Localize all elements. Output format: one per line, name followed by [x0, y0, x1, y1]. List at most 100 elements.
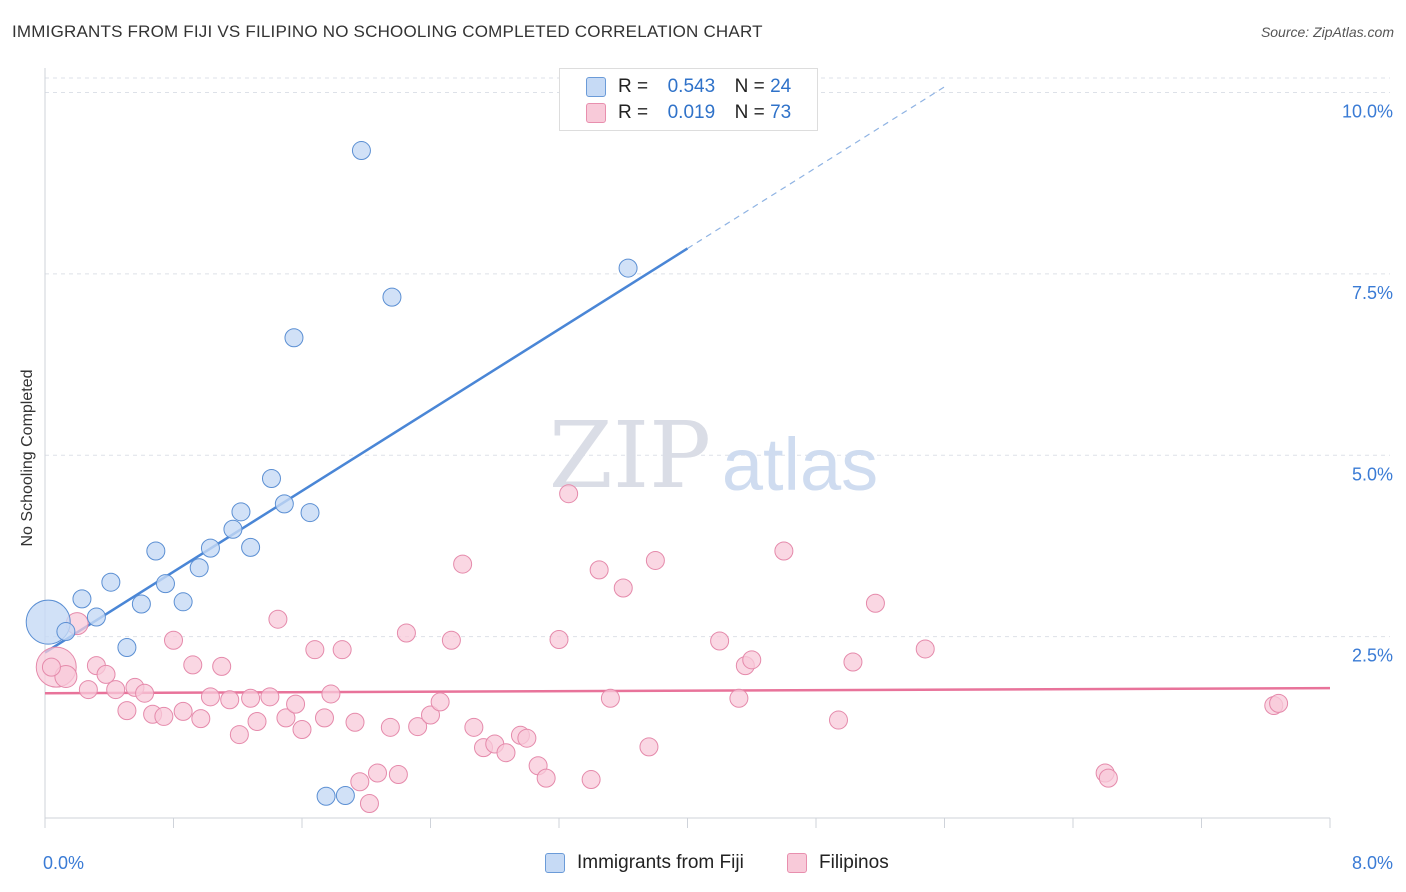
fiji-legend-label: Immigrants from Fiji: [577, 852, 744, 873]
filipino-legend-label: Filipinos: [819, 852, 889, 873]
fiji-point: [173, 592, 193, 612]
fiji-point: [72, 589, 92, 609]
filipino-point: [536, 768, 556, 788]
legend-item-fiji[interactable]: Immigrants from Fiji: [545, 852, 744, 874]
fiji-point: [284, 328, 304, 348]
fiji-trend-line: [44, 247, 689, 654]
filipino-point: [613, 578, 633, 598]
trend-lines: [44, 86, 1331, 695]
fiji-point: [223, 519, 243, 539]
series-legend: Immigrants from Fiji Filipinos: [0, 852, 1406, 878]
fiji-r-label: R =: [618, 76, 649, 97]
filipino-point: [774, 541, 794, 561]
fiji-point: [56, 622, 76, 642]
chart-title: IMMIGRANTS FROM FIJI VS FILIPINO NO SCHO…: [12, 22, 763, 41]
fiji-point: [618, 258, 638, 278]
filipino-point: [559, 484, 579, 504]
filipino-point: [305, 640, 325, 660]
filipino-point: [742, 650, 762, 670]
filipino-point: [191, 709, 211, 729]
fiji-point: [300, 503, 320, 523]
fiji-point: [189, 558, 209, 578]
filipino-point: [229, 725, 249, 745]
fiji-legend-swatch: [545, 853, 565, 873]
fiji-point: [382, 287, 402, 307]
fiji-n-value: 24: [770, 76, 792, 97]
fiji-point: [200, 538, 220, 558]
filipino-point: [350, 772, 370, 792]
legend-row-fiji: R = 0.543 N = 24: [586, 75, 791, 99]
fiji-point: [241, 537, 261, 557]
filipino-point: [915, 639, 935, 659]
filipino-point: [173, 701, 193, 721]
fiji-n-label: N =: [734, 76, 765, 97]
filipino-point: [276, 708, 296, 728]
data-points: [25, 141, 1289, 813]
filipino-r-value: 0.019: [667, 102, 716, 123]
fiji-point: [117, 638, 137, 658]
filipino-point: [314, 708, 334, 728]
fiji-point: [86, 607, 106, 627]
filipino-point: [78, 680, 98, 700]
filipino-point: [106, 680, 126, 700]
fiji-point: [231, 502, 251, 522]
fiji-point: [316, 786, 336, 806]
x-tick-label-max: 8.0%: [1352, 853, 1393, 873]
filipino-point: [96, 664, 116, 684]
filipino-point: [220, 690, 240, 710]
filipino-swatch: [586, 103, 606, 123]
filipino-point: [247, 712, 267, 732]
y-tick-label: 7.5%: [1352, 283, 1393, 303]
filipino-point: [286, 694, 306, 714]
filipino-point: [549, 630, 569, 650]
filipino-point: [268, 609, 288, 629]
fiji-point: [155, 574, 175, 594]
watermark-atlas: atlas: [722, 423, 878, 506]
filipino-legend-swatch: [787, 853, 807, 873]
filipino-point: [421, 705, 440, 725]
filipino-point: [1098, 768, 1118, 788]
filipino-point: [164, 630, 183, 650]
filipino-point: [865, 593, 885, 613]
filipino-point: [54, 665, 78, 689]
filipino-trend-line: [44, 686, 1331, 695]
fiji-point: [351, 141, 371, 161]
legend-row-filipino: R = 0.019 N = 73: [586, 101, 791, 125]
fiji-swatch: [586, 77, 606, 97]
filipino-point: [388, 764, 408, 784]
filipino-point: [600, 688, 620, 708]
filipino-point: [154, 706, 174, 726]
filipino-point: [367, 763, 387, 783]
x-tick-label-min: 0.0%: [43, 853, 84, 873]
legend-item-filipino[interactable]: Filipinos: [787, 852, 889, 874]
filipino-point: [729, 688, 749, 708]
filipino-point: [710, 631, 730, 651]
filipino-point: [517, 728, 537, 748]
source-label: Source: ZipAtlas.com: [1260, 24, 1394, 40]
fiji-trend-extension: [687, 86, 945, 249]
filipino-point: [1269, 693, 1289, 713]
filipino-point: [396, 623, 416, 643]
filipino-point: [212, 656, 232, 676]
fiji-point: [146, 541, 166, 561]
filipino-point: [453, 554, 473, 574]
filipino-n-value: 73: [770, 102, 792, 123]
filipino-point: [464, 717, 484, 737]
filipino-point: [639, 737, 659, 757]
filipino-n-label: N =: [734, 102, 765, 123]
filipino-point: [200, 687, 220, 707]
filipino-point: [589, 560, 609, 580]
y-tick-label: 5.0%: [1352, 464, 1393, 484]
filipino-point: [828, 710, 848, 730]
filipino-point: [359, 793, 379, 813]
fiji-point: [131, 594, 151, 614]
filipino-point: [408, 717, 428, 737]
filipino-point: [645, 550, 665, 570]
filipino-point: [260, 687, 280, 707]
filipino-point: [241, 688, 261, 708]
tick-labels: 2.5% 5.0% 7.5% 10.0% 0.0% 8.0%: [43, 102, 1393, 873]
filipino-point: [430, 692, 450, 712]
filipino-point: [41, 657, 61, 677]
fiji-point: [274, 494, 294, 514]
